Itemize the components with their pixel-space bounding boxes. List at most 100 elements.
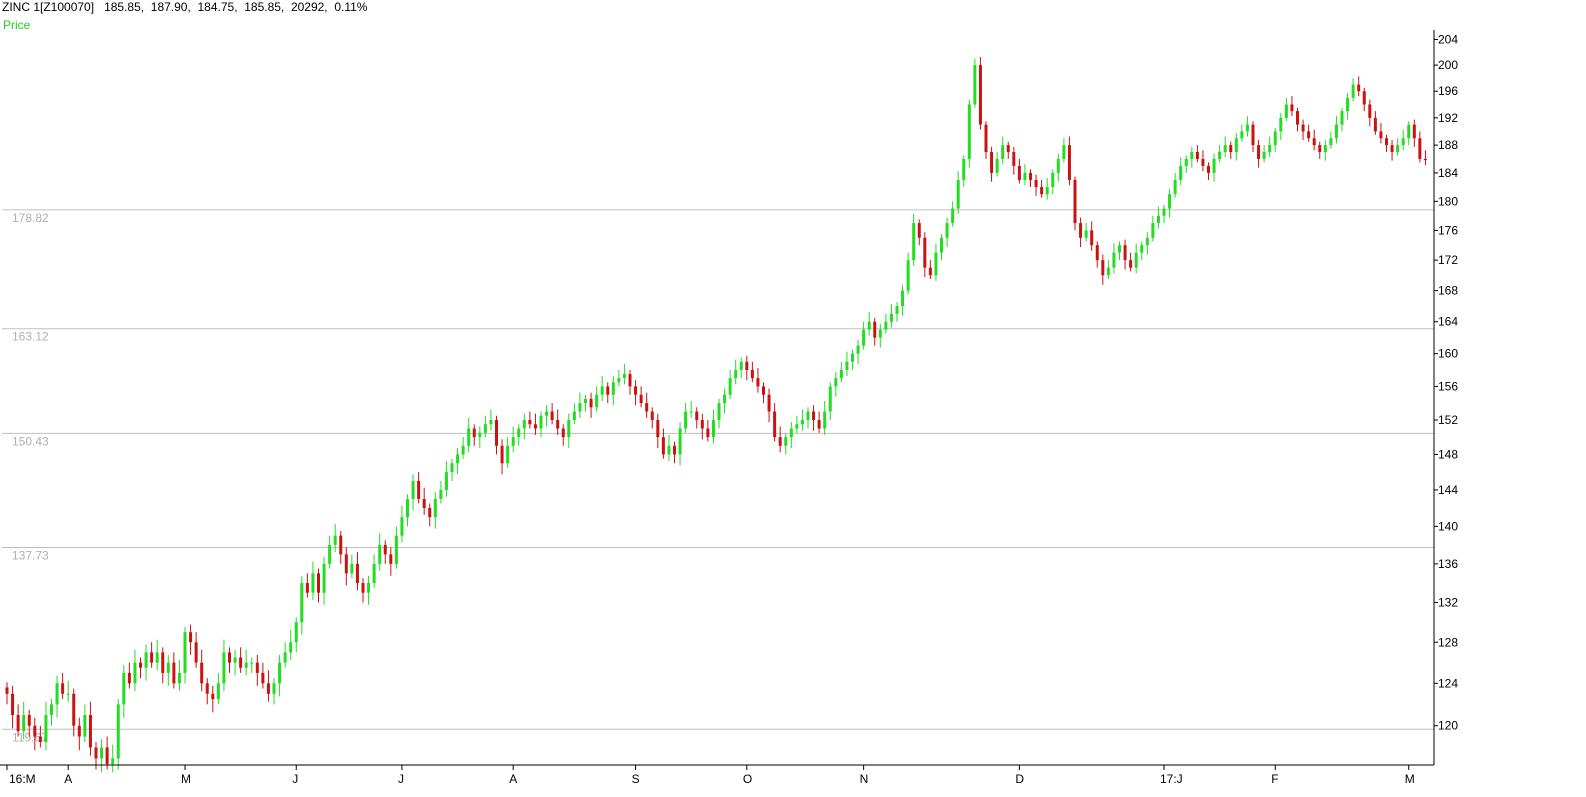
level-lines: 178.82 163.12 150.43 137.73 119.67 (2, 209, 1434, 744)
candle-down (1418, 138, 1422, 159)
candle-up (1323, 145, 1327, 153)
candle-down (200, 662, 204, 684)
candle-up (995, 158, 999, 173)
candle-down (645, 403, 649, 412)
candle-up (322, 563, 326, 593)
candle-down (561, 428, 565, 438)
candle-down (923, 237, 927, 268)
candle-up (144, 652, 148, 668)
y-tick-label: 192 (1438, 111, 1458, 125)
candle-up (1346, 97, 1350, 112)
candle-up (1273, 131, 1277, 146)
candle-down (305, 583, 309, 593)
candle-up (1329, 138, 1333, 146)
candle-up (834, 378, 838, 387)
candle-down (706, 428, 710, 438)
candle-up (1140, 245, 1144, 253)
candle-down (767, 394, 771, 412)
y-tick-label: 168 (1438, 284, 1458, 298)
candle-up (934, 252, 938, 276)
candle-up (467, 428, 471, 446)
candle-down (1301, 124, 1305, 132)
candle-up (723, 394, 727, 404)
candle-down (756, 378, 760, 387)
candle-down (1379, 131, 1383, 139)
y-tick-label: 184 (1438, 166, 1458, 180)
y-tick-label: 140 (1438, 519, 1458, 533)
candle-down (990, 152, 994, 173)
candle-up (1240, 131, 1244, 139)
close-value: 185.85, (244, 0, 285, 14)
candle-down (255, 662, 259, 673)
candle-up (522, 420, 526, 429)
candle-up (1001, 145, 1005, 159)
candle-up (901, 290, 905, 307)
candle-up (155, 652, 159, 663)
candle-down (38, 736, 42, 742)
candle-down (344, 554, 348, 574)
candle-down (1307, 131, 1311, 139)
candle-up (1045, 187, 1049, 195)
candle-up (50, 704, 53, 715)
candle-down (172, 662, 176, 684)
y-tick-label: 132 (1438, 595, 1458, 609)
candle-up (478, 432, 482, 438)
candle-up (689, 411, 693, 413)
candle-down (589, 398, 593, 408)
candle-up (1145, 237, 1149, 246)
candle-up (823, 411, 827, 429)
y-tick-label: 156 (1438, 379, 1458, 393)
candle-up (1284, 104, 1288, 118)
candle-up (378, 544, 382, 564)
axes: 120 124 128 132 136 140 144 148 152 156 160 164 168 1… (0, 30, 1458, 786)
candle-down (984, 124, 988, 153)
candle-up (956, 179, 960, 209)
candle-down (1101, 260, 1105, 276)
candle-down (1362, 91, 1366, 105)
candle-down (1423, 158, 1427, 160)
y-tick-label: 180 (1438, 194, 1458, 208)
candle-down (1090, 230, 1094, 246)
candle-down (745, 361, 749, 370)
candle-up (1051, 172, 1055, 188)
candle-down (1251, 124, 1255, 146)
candle-up (1056, 158, 1060, 173)
y-tick-label: 120 (1438, 719, 1458, 733)
y-tick-label: 172 (1438, 253, 1458, 267)
candle-down (1006, 145, 1010, 153)
candle-up (1173, 179, 1177, 195)
candle-down (634, 386, 638, 395)
candle-up (183, 632, 187, 673)
level-label: 137.73 (12, 549, 49, 563)
candle-up (572, 411, 576, 421)
candle-up (1401, 138, 1405, 146)
candle-down (695, 411, 699, 421)
x-tick-label: J (398, 772, 404, 786)
candle-up (667, 445, 671, 455)
candle-up (711, 420, 715, 438)
y-tick-label: 144 (1438, 483, 1458, 497)
candle-up (1223, 145, 1227, 153)
candle-down (812, 411, 816, 421)
candle-up (717, 403, 721, 421)
candle-up (22, 714, 26, 732)
candle-up (906, 260, 910, 291)
candle-up (372, 563, 376, 584)
candle-down (1390, 145, 1394, 153)
x-tick-label: S (632, 772, 640, 786)
candle-up (1134, 252, 1138, 268)
candle-up (895, 306, 899, 314)
candle-up (1334, 124, 1338, 139)
x-tick-label: 17:J (1160, 772, 1183, 786)
candle-down (1129, 260, 1133, 268)
candle-up (100, 747, 104, 759)
candle-down (528, 420, 532, 425)
candle-down (533, 424, 537, 429)
change-value: 0.11% (334, 0, 368, 14)
candle-up (828, 386, 832, 412)
candle-down (1195, 152, 1199, 159)
candle-up (444, 472, 448, 490)
candle-up (222, 652, 226, 684)
candle-up (511, 437, 515, 446)
